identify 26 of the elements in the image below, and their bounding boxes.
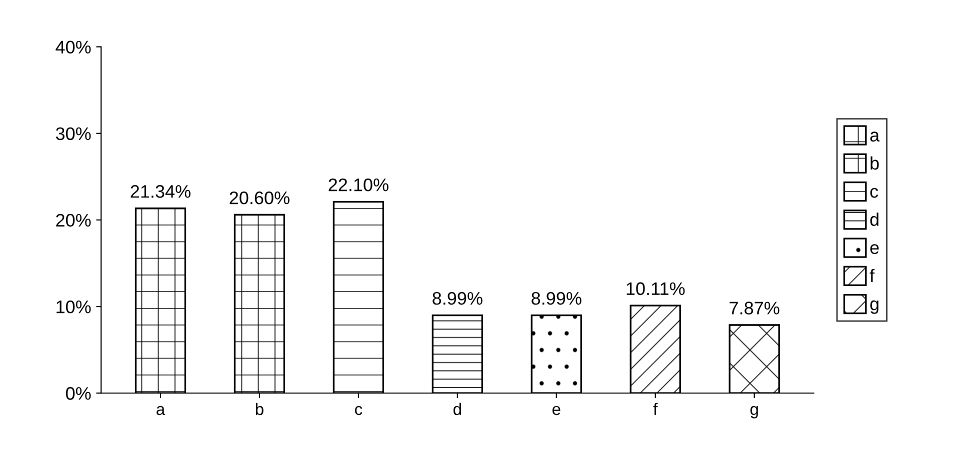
x-tick-label: f	[653, 402, 658, 415]
legend-label: d	[870, 212, 878, 226]
legend-label: e	[870, 244, 879, 254]
data-label: 22.10%	[328, 178, 388, 192]
x-tick-label: g	[750, 406, 758, 418]
data-label: 8.99%	[432, 292, 482, 305]
data-label: 20.60%	[230, 191, 290, 204]
data-label: 8.99%	[532, 292, 582, 305]
data-label: 10.11%	[626, 282, 685, 296]
x-tick-label: e	[552, 406, 560, 416]
y-tick-label: 10%	[56, 300, 91, 314]
y-tick-label: 0%	[66, 387, 91, 400]
y-tick-label: 40%	[56, 40, 91, 54]
x-tick-label: c	[354, 406, 362, 416]
legend-label: f	[870, 268, 875, 282]
legend-label: b	[870, 156, 879, 170]
data-label: 7.87%	[730, 302, 780, 314]
legend-label: a	[870, 132, 880, 142]
x-tick-label: b	[256, 402, 264, 416]
data-label: 21.34%	[130, 185, 190, 198]
x-tick-label: d	[453, 402, 461, 416]
x-tick-label: a	[156, 406, 166, 416]
y-tick-label: 30%	[56, 127, 91, 140]
legend-label: c	[870, 188, 878, 198]
legend-label: g	[870, 300, 878, 314]
y-tick-label: 20%	[56, 214, 91, 227]
